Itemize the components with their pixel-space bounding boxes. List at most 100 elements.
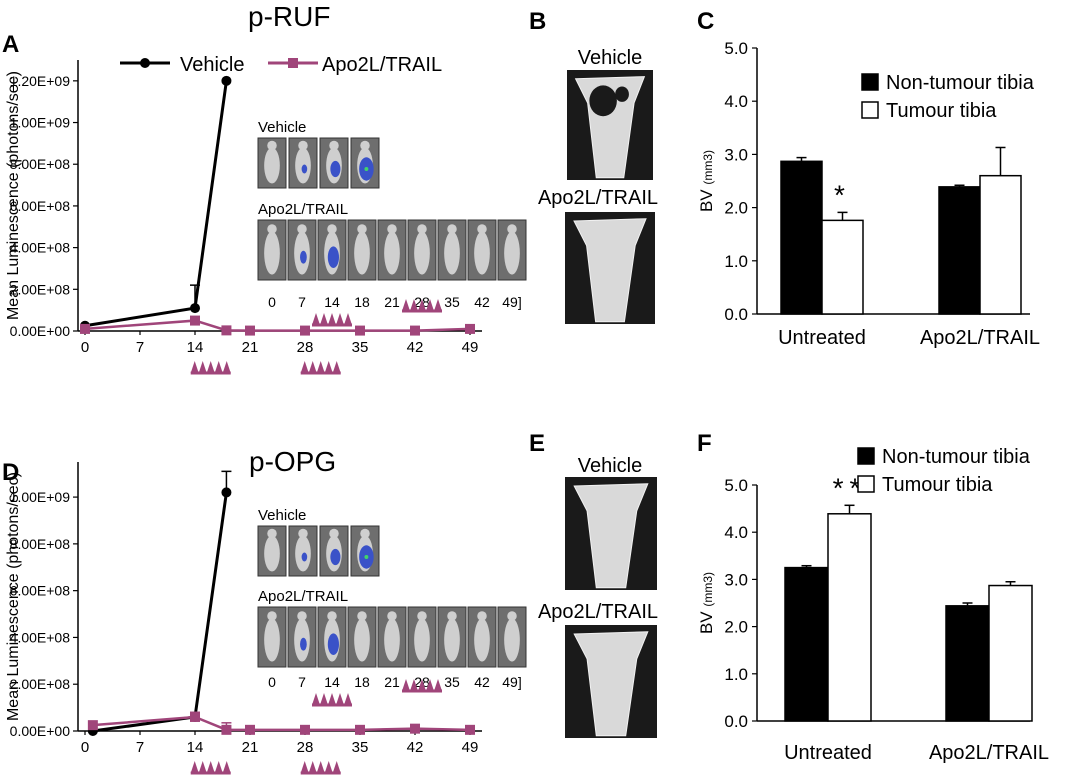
vehicle-mouse-head [329, 140, 339, 151]
y-tick-label: 1.0 [724, 665, 748, 684]
bone-render-vehicle-b-lesion [589, 85, 617, 117]
y-axis-label: Mean Luminescence (photons/sec) [5, 71, 22, 320]
vehicle-mouse-body [264, 535, 280, 572]
trail-mouse-head [417, 224, 427, 234]
inset-vehicle-label: Vehicle [258, 119, 306, 136]
inset-day-label: 21 [384, 294, 400, 310]
inset-day-label: 14 [324, 294, 340, 310]
treatment-marker-triangle [316, 761, 325, 773]
vehicle-point [221, 75, 232, 86]
trail-mouse-signal [327, 246, 339, 268]
vehicle-series-line [92, 492, 228, 733]
vehicle-mouse-head [360, 140, 370, 151]
trail-mouse-body [474, 618, 490, 662]
trail-mouse-signal [327, 633, 339, 655]
y-axis-label: BV (mm3) [697, 150, 716, 212]
trail-mouse-head [267, 611, 277, 621]
panel-letter-f: F [697, 430, 712, 457]
y-tick-label: 4.0 [724, 92, 748, 111]
treatment-marker-triangle [222, 761, 231, 773]
inset-day-label: 14 [324, 674, 340, 690]
x-tick-label: 21 [242, 339, 259, 356]
trail-point [87, 720, 98, 731]
inset-day-label: 35 [444, 294, 460, 310]
treatment-marker-triangle [308, 361, 317, 373]
inset-treatment-marker-triangle [312, 313, 320, 325]
y-tick-label: 0.0 [724, 305, 748, 324]
trail-mouse-head [267, 224, 277, 234]
x-tick-label: 42 [407, 739, 424, 756]
trail-mouse-body [264, 618, 280, 662]
x-tick-label: 42 [407, 339, 424, 356]
vehicle-mouse-signal [330, 160, 341, 178]
trail-mouse-head [417, 611, 427, 621]
treatment-marker-triangle [206, 361, 215, 373]
trail-point [221, 325, 232, 336]
inset-treatment-marker-triangle [312, 693, 320, 705]
bone-render-vehicle-b [567, 70, 653, 180]
non-tumour-bar [780, 160, 823, 315]
vehicle-mouse-head [298, 140, 308, 151]
treatment-marker-triangle [222, 361, 231, 373]
trail-mouse-body [504, 231, 520, 275]
trail-mouse-head [297, 224, 307, 234]
trail-mouse-head [477, 224, 487, 234]
trail-point [300, 325, 310, 336]
trail-mouse-head [327, 611, 337, 621]
vehicle-point [221, 487, 232, 498]
bone-render-vehicle-b-lesion [615, 86, 629, 102]
inset-day-label: 21 [384, 674, 400, 690]
tumour-bar [988, 584, 1033, 722]
non-tumour-bar [945, 605, 990, 722]
inset-day-label: 7 [298, 674, 306, 690]
non-tumour-bar [938, 186, 981, 315]
x-tick-label: 49 [462, 739, 479, 756]
y-tick-label: 1.00E+09 [10, 115, 71, 131]
y-tick-label: 1.20E+09 [10, 73, 71, 89]
inset-treatment-marker-triangle [402, 299, 410, 311]
inset-treatment-marker-triangle [418, 679, 426, 691]
vehicle-mouse-head [267, 528, 277, 539]
treatment-marker-triangle [198, 361, 207, 373]
panel-letter-c: C [697, 8, 714, 35]
trail-mouse-head [357, 224, 367, 234]
y-tick-label: 5.0 [724, 39, 748, 58]
trail-mouse-body [414, 618, 430, 662]
category-label: Untreated [784, 742, 872, 764]
bar-chart-f: 0.0 1.0 2.0 3.0 4.0 5.0 BV (mm3) Untreated Apo2L… [697, 446, 1049, 764]
vehicle-mouse-body [264, 147, 280, 184]
treatment-marker-triangle [214, 761, 223, 773]
charts-layer: 0.00E+00 2.00E+08 4.00E+08 6.00E+08 8.00E+08… [5, 39, 1049, 775]
legend-label: Tumour tibia [886, 100, 997, 122]
trail-point [300, 724, 310, 735]
vehicle-series-line [84, 80, 228, 328]
inset-day-label: 18 [354, 674, 370, 690]
bar-chart-c: 0.0 1.0 2.0 3.0 4.0 5.0 BV (mm3) Untreated Apo2L… [697, 39, 1040, 349]
inset-day-label: 49] [502, 294, 521, 310]
treatment-marker-triangle [300, 361, 309, 373]
inset-treatment-marker-triangle [434, 679, 442, 691]
x-tick-label: 35 [352, 739, 369, 756]
tumour-bar [979, 174, 1022, 315]
trail-mouse-head [447, 224, 457, 234]
vehicle-mouse-signal [330, 548, 341, 566]
y-axis-label: BV (mm3) [697, 572, 716, 634]
trail-point [190, 315, 200, 326]
x-tick-label: 14 [187, 339, 204, 356]
inset-trail-label: Apo2L/TRAIL [258, 201, 348, 218]
vehicle-mouse-signal [301, 164, 308, 174]
trail-mouse-head [297, 611, 307, 621]
x-tick-label: 0 [81, 739, 89, 756]
legend-trail-marker [288, 58, 298, 68]
panel-title-d: p-OPG [249, 446, 336, 477]
y-tick-label: 2.0 [724, 618, 748, 637]
trail-point [465, 323, 475, 334]
bone-render-trail-e-shape [573, 631, 649, 737]
significance-marker: ** [833, 472, 867, 503]
inset-treatment-marker-triangle [328, 313, 336, 325]
inset-trail-label: Apo2L/TRAIL [258, 588, 348, 605]
x-tick-label: 49 [462, 339, 479, 356]
legend-trail-label: Apo2L/TRAIL [322, 54, 442, 76]
inset-treatment-marker-triangle [402, 679, 410, 691]
